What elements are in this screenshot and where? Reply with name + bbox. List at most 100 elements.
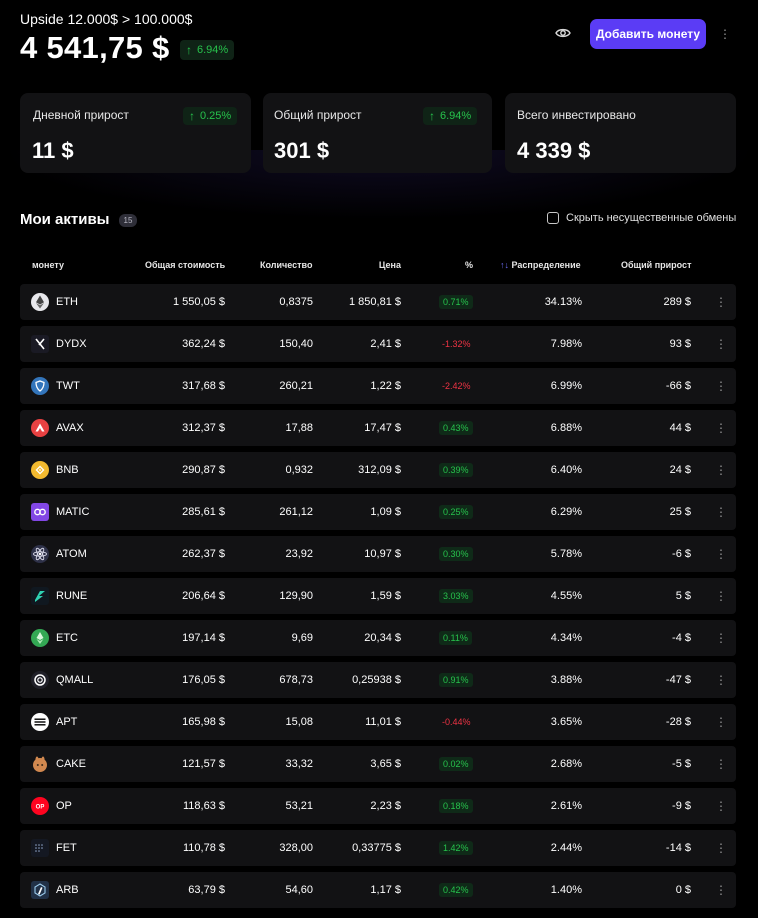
column-header-price[interactable]: Цена — [378, 260, 401, 270]
price: 0,25938 $ — [352, 674, 401, 686]
column-header-pct[interactable]: % — [465, 260, 474, 270]
coin-ticker: ARB — [56, 884, 79, 896]
quantity: 0,932 — [285, 464, 313, 476]
coin-ticker: DYDX — [56, 338, 87, 350]
hide-small-label[interactable]: Скрыть несущественные обмены — [566, 212, 737, 224]
arrow-up-icon: ↑ — [189, 109, 195, 123]
table-row[interactable]: ATOM 262,37 $ 23,92 10,97 $ 0.30% 5.78% -6 $ ⋮ — [20, 536, 736, 572]
allocation: 6.40% — [550, 464, 582, 476]
add-coin-button[interactable]: Добавить монету — [590, 19, 706, 49]
row-menu-icon[interactable]: ⋮ — [715, 757, 727, 771]
quantity: 261,12 — [279, 506, 313, 518]
total-value: 197,14 $ — [182, 632, 225, 644]
etc-icon — [31, 629, 49, 647]
table-row[interactable]: AVAX 312,37 $ 17,88 17,47 $ 0.43% 6.88% 44 $ ⋮ — [20, 410, 736, 446]
total-value: 1 550,05 $ — [173, 296, 225, 308]
coin-ticker: ATOM — [56, 548, 87, 560]
row-menu-icon[interactable]: ⋮ — [715, 379, 727, 393]
change-badge: 0.42% — [439, 883, 473, 897]
column-header-coin[interactable]: монету — [32, 260, 64, 270]
twt-icon — [31, 377, 49, 395]
coin-ticker: ETC — [56, 632, 78, 644]
table-row[interactable]: RUNE 206,64 $ 129,90 1,59 $ 3.03% 4.55% 5 $ ⋮ — [20, 578, 736, 614]
change-badge: -1.32% — [442, 339, 471, 349]
sort-icon[interactable]: ↑↓ — [500, 260, 509, 270]
price: 0,33775 $ — [352, 842, 401, 854]
table-row[interactable]: TWT 317,68 $ 260,21 1,22 $ -2.42% 6.99% -66 $ ⋮ — [20, 368, 736, 404]
quantity: 15,08 — [285, 716, 313, 728]
coin-ticker: FET — [56, 842, 77, 854]
row-menu-icon[interactable]: ⋮ — [715, 463, 727, 477]
table-row[interactable]: FET 110,78 $ 328,00 0,33775 $ 1.42% 2.44% -14 … — [20, 830, 736, 866]
row-menu-icon[interactable]: ⋮ — [715, 421, 727, 435]
column-header-qty[interactable]: Количество — [260, 260, 313, 270]
row-menu-icon[interactable]: ⋮ — [715, 547, 727, 561]
total-profit: 24 $ — [669, 464, 691, 476]
price: 1,09 $ — [370, 506, 401, 518]
total-profit: 5 $ — [675, 590, 691, 602]
change-badge: 0.02% — [439, 757, 473, 771]
allocation: 5.78% — [550, 548, 582, 560]
row-menu-icon[interactable]: ⋮ — [715, 589, 727, 603]
price: 1,59 $ — [370, 590, 401, 602]
table-row[interactable]: OP OP 118,63 $ 53,21 2,23 $ 0.18% 2.61% -9 $ ⋮ — [20, 788, 736, 824]
table-row[interactable]: ETC 197,14 $ 9,69 20,34 $ 0.11% 4.34% -4 $ ⋮ — [20, 620, 736, 656]
apt-icon — [31, 713, 49, 731]
total-gain-badge: ↑ 6.94% — [423, 107, 478, 125]
change-badge: 1.42% — [439, 841, 473, 855]
allocation: 6.29% — [550, 506, 582, 518]
eye-icon[interactable] — [555, 26, 571, 40]
row-menu-icon[interactable]: ⋮ — [715, 631, 727, 645]
card-label: Дневной прирост — [33, 108, 129, 122]
row-menu-icon[interactable]: ⋮ — [715, 841, 727, 855]
row-menu-icon[interactable]: ⋮ — [715, 715, 727, 729]
coin-ticker: CAKE — [56, 758, 86, 770]
fet-icon — [31, 839, 49, 857]
row-menu-icon[interactable]: ⋮ — [715, 883, 727, 897]
card-value: 11 $ — [32, 138, 74, 163]
table-row[interactable]: DYDX 362,24 $ 150,40 2,41 $ -1.32% 7.98% 93 $ ⋮ — [20, 326, 736, 362]
total-value: 121,57 $ — [182, 758, 225, 770]
balance-change-badge: ↑ 6.94% — [180, 40, 235, 60]
price: 1,22 $ — [370, 380, 401, 392]
total-profit: 25 $ — [669, 506, 691, 518]
row-menu-icon[interactable]: ⋮ — [715, 505, 727, 519]
allocation: 2.68% — [550, 758, 582, 770]
portfolio-balance: 4 541,75 $ — [20, 30, 170, 65]
card-label: Всего инвестировано — [517, 108, 636, 122]
allocation: 2.44% — [550, 842, 582, 854]
allocation: 7.98% — [550, 338, 582, 350]
price: 10,97 $ — [364, 548, 401, 560]
column-header-total[interactable]: Общая стоимость — [145, 260, 226, 270]
row-menu-icon[interactable]: ⋮ — [715, 673, 727, 687]
hide-small-checkbox[interactable] — [547, 212, 559, 224]
allocation: 2.61% — [550, 800, 582, 812]
assets-title: Мои активы — [20, 211, 110, 228]
total-profit: -47 $ — [665, 674, 691, 686]
table-row[interactable]: APT 165,98 $ 15,08 11,01 $ -0.44% 3.65% -28 $ ⋮ — [20, 704, 736, 740]
price: 1,17 $ — [370, 884, 401, 896]
portfolio-subtitle: Upside 12.000$ > 100.000$ — [20, 11, 193, 27]
row-menu-icon[interactable]: ⋮ — [715, 799, 727, 813]
column-header-profit[interactable]: Общий прирост — [621, 260, 692, 270]
price: 11,01 $ — [365, 716, 401, 728]
row-menu-icon[interactable]: ⋮ — [715, 295, 727, 309]
price: 17,47 $ — [364, 422, 401, 434]
column-header-alloc[interactable]: ↑↓ Распределение — [500, 260, 581, 270]
row-menu-icon[interactable]: ⋮ — [715, 337, 727, 351]
total-profit: 44 $ — [669, 422, 691, 434]
allocation: 34.13% — [544, 296, 582, 308]
table-row[interactable]: CAKE 121,57 $ 33,32 3,65 $ 0.02% 2.68% -5 $ ⋮ — [20, 746, 736, 782]
total-value: 290,87 $ — [182, 464, 225, 476]
assets-count-badge: 15 — [119, 214, 137, 227]
card-value: 301 $ — [274, 138, 330, 163]
header-menu-icon[interactable]: ⋮ — [719, 27, 731, 41]
table-row[interactable]: MATIC 285,61 $ 261,12 1,09 $ 0.25% 6.29% 25 $ ⋮ — [20, 494, 736, 530]
total-profit: 93 $ — [669, 338, 691, 350]
arrow-up-icon: ↑ — [429, 109, 435, 123]
table-row[interactable]: ARB 63,79 $ 54,60 1,17 $ 0.42% 1.40% 0 $ ⋮ — [20, 872, 736, 908]
table-row[interactable]: ETH 1 550,05 $ 0,8375 1 850,81 $ 0.71% 34.13%… — [20, 284, 736, 320]
atom-icon — [31, 545, 49, 563]
table-row[interactable]: QMALL 176,05 $ 678,73 0,25938 $ 0.91% 3.88% -4… — [20, 662, 736, 698]
table-row[interactable]: BNB 290,87 $ 0,932 312,09 $ 0.39% 6.40% 24 $ ⋮ — [20, 452, 736, 488]
